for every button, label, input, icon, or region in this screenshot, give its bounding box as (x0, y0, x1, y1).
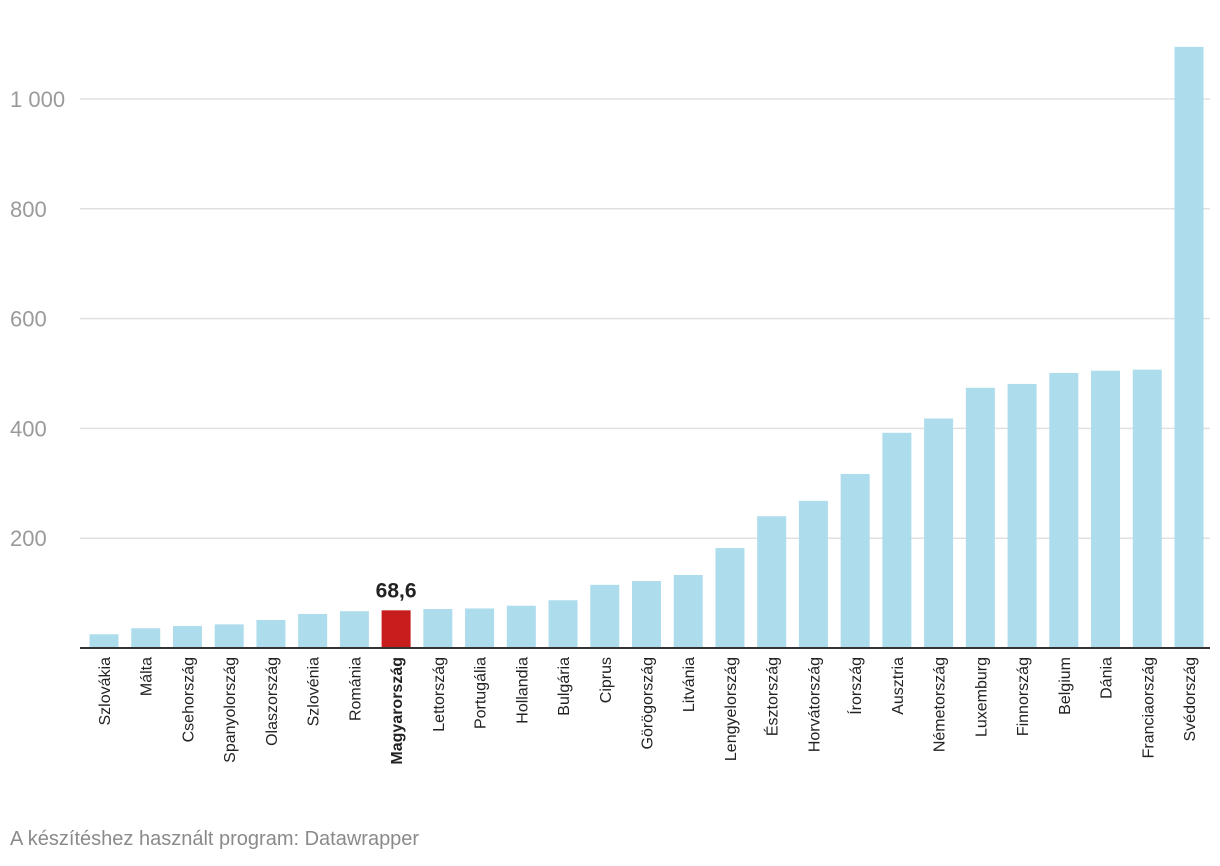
x-tick-label: Olaszország (264, 657, 281, 746)
bar (965, 387, 995, 648)
x-tick-label: Franciaország (1140, 657, 1157, 758)
y-tick-label: 200 (10, 526, 47, 551)
x-tick-label: Hollandia (514, 657, 531, 724)
bar (89, 634, 119, 648)
bar (757, 516, 787, 648)
x-tick-label: Horvátország (806, 657, 823, 752)
gridlines (80, 98, 1210, 539)
bar (1007, 383, 1037, 648)
bar (548, 600, 578, 648)
x-tick-label: Románia (347, 657, 364, 721)
bar (673, 574, 703, 648)
bar (1174, 46, 1204, 649)
x-tick-label: Portugália (473, 657, 490, 729)
bar (172, 626, 202, 648)
y-tick-label: 400 (10, 416, 47, 441)
x-tick-label: Finnország (1015, 657, 1032, 736)
y-axis-labels: 200 400 600 800 1 000 (10, 87, 65, 551)
x-tick-label: Szlovákia (97, 657, 114, 726)
x-tick-label: Dánia (1099, 657, 1116, 699)
bar (506, 605, 536, 648)
x-tick-label: Ausztria (890, 657, 907, 715)
bar (298, 613, 328, 648)
bar (465, 608, 495, 648)
annotations: 68,6 (376, 579, 417, 602)
source-footer: A készítéshez használt program: Datawrap… (10, 828, 420, 850)
bar (214, 624, 244, 648)
bar (131, 628, 161, 648)
y-tick-label: 600 (10, 307, 47, 332)
bar (632, 581, 661, 648)
x-tick-label: Görögország (640, 657, 657, 750)
x-tick-label: Magyarország (389, 657, 406, 765)
x-tick-label: Németország (932, 657, 949, 752)
x-tick-label: Lengyelország (723, 657, 740, 761)
bar (882, 432, 912, 648)
bars (89, 46, 1204, 649)
x-tick-label: Málta (139, 657, 156, 696)
x-tick-label: Luxemburg (973, 657, 990, 737)
x-tick-label: Ciprus (598, 657, 615, 703)
x-tick-label: Spanyolország (222, 657, 239, 763)
bar (1049, 372, 1079, 648)
bar (590, 584, 620, 648)
x-tick-label: Belgium (1057, 657, 1074, 715)
x-tick-label: Svédország (1182, 657, 1199, 742)
x-tick-label: Csehország (180, 657, 197, 742)
highlight-value-label: 68,6 (376, 579, 417, 602)
bar (381, 610, 411, 648)
bar (256, 620, 286, 648)
bar (1132, 369, 1162, 648)
x-tick-label: Szlovénia (306, 657, 323, 726)
y-tick-label: 800 (10, 197, 47, 222)
x-tick-label: Észtország (763, 657, 782, 736)
x-tick-label: Írország (846, 657, 865, 715)
bar (798, 500, 828, 648)
bar (339, 611, 369, 648)
bar (1091, 370, 1121, 648)
x-tick-label: Bulgária (556, 657, 573, 716)
bar (924, 418, 954, 648)
bar (715, 548, 745, 648)
y-tick-label: 1 000 (10, 87, 65, 112)
x-axis-labels: Szlovákia Málta Csehország Spanyolország Ola… (97, 657, 1199, 765)
x-tick-label: Lettország (431, 657, 448, 732)
x-tick-label: Litvánia (681, 657, 698, 712)
bar (423, 609, 453, 648)
bar (840, 473, 870, 648)
